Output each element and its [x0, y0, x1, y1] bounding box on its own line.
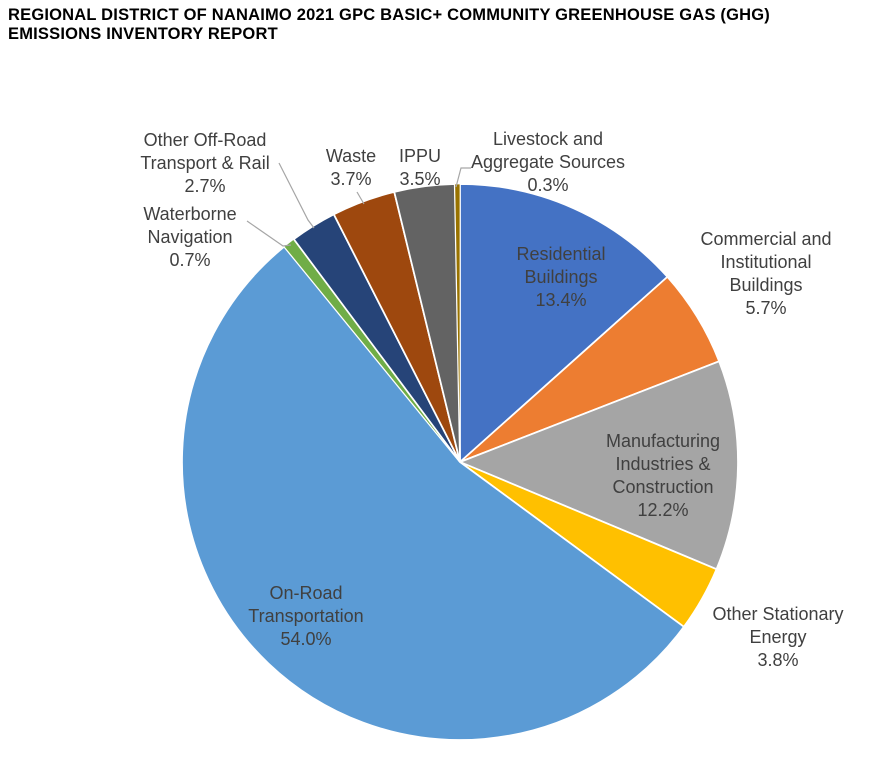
pie-slice-manufacturing-industries-construction: [457, 360, 739, 571]
slice-label-percent: 3.8%: [757, 650, 799, 670]
slice-label-percent: 0.3%: [527, 175, 569, 195]
leader-line-waterborne-navigation: [246, 220, 292, 247]
slice-label-ippu: IPPU 3.5%: [399, 145, 441, 191]
slice-label-waterborne-navigation: Waterborne Navigation 0.7%: [143, 203, 236, 272]
slice-label-text-line: On-Road: [269, 583, 343, 603]
slice-label-text-line: Energy: [749, 627, 807, 647]
slice-label-text-line: Aggregate Sources: [470, 152, 626, 172]
slice-label-percent: 2.7%: [184, 176, 226, 196]
slice-label-percent: 3.5%: [399, 169, 441, 189]
slice-label-text-line: Livestock and: [492, 129, 604, 149]
slice-label-text-line: Buildings: [729, 275, 803, 295]
slice-label-text-line: Construction: [612, 477, 714, 497]
slice-label-percent: 0.7%: [169, 250, 211, 270]
slice-label-text-line: Buildings: [524, 267, 598, 287]
slice-label-residential-buildings: Residential Buildings 13.4%: [516, 243, 605, 312]
page-title: REGIONAL DISTRICT OF NANAIMO 2021 GPC BA…: [8, 6, 888, 44]
leader-line-waste: [356, 191, 365, 205]
slice-label-percent: 3.7%: [330, 169, 372, 189]
slice-label-manufacturing-industries-construction: Manufacturing Industries & Construction 12.…: [606, 430, 720, 522]
slice-label-other-off-road-transport-rail: Other Off-Road Transport & Rail 2.7%: [140, 129, 269, 198]
slice-label-text-line: Waste: [325, 146, 377, 166]
leader-line-livestock-and-aggregate-sources: [455, 167, 471, 188]
slice-label-text-line: Other Off-Road: [143, 130, 267, 150]
slice-label-text-line: Transport & Rail: [140, 153, 270, 173]
slice-label-text-line: Transportation: [248, 606, 364, 626]
page-title-line-1: REGIONAL DISTRICT OF NANAIMO 2021 GPC BA…: [8, 6, 771, 24]
page-title-line-2: EMISSIONS INVENTORY REPORT: [8, 25, 278, 43]
pie-slice-on-road-transportation: [181, 245, 686, 741]
slice-label-waste: Waste 3.7%: [326, 145, 376, 191]
slice-label-text-line: IPPU: [398, 146, 442, 166]
slice-label-livestock-and-aggregate-sources: Livestock and Aggregate Sources 0.3%: [471, 128, 625, 197]
slice-label-text-line: Waterborne: [143, 204, 237, 224]
pie-slice-residential-buildings: [459, 183, 669, 464]
slice-label-text-line: Residential: [516, 244, 606, 264]
slice-label-text-line: Manufacturing: [605, 431, 721, 451]
slice-label-on-road-transportation: On-Road Transportation 54.0%: [248, 582, 363, 651]
leader-line-other-off-road-transport-rail: [278, 162, 315, 229]
slice-label-text-line: Institutional: [720, 252, 812, 272]
slice-label-percent: 13.4%: [535, 290, 587, 310]
slice-label-percent: 12.2%: [637, 500, 689, 520]
slice-label-commercial-and-institutional-buildings: Commercial and Institutional Buildings 5.7%: [700, 228, 831, 320]
slice-label-other-stationary-energy: Other Stationary Energy 3.8%: [712, 603, 843, 672]
slice-label-text-line: Industries &: [615, 454, 711, 474]
slice-label-text-line: Commercial and: [700, 229, 832, 249]
slice-label-text-line: Navigation: [147, 227, 233, 247]
slice-label-percent: 54.0%: [280, 629, 332, 649]
slice-label-percent: 5.7%: [745, 298, 787, 318]
slice-label-text-line: Other Stationary: [712, 604, 844, 624]
